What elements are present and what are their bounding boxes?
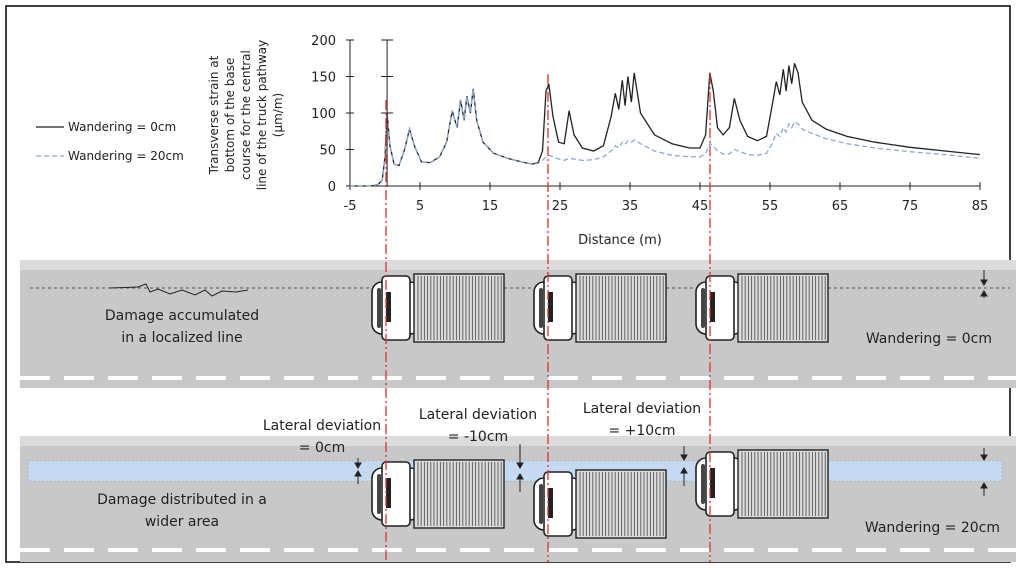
x-tick-label: 45 [692, 199, 709, 214]
x-tick-label: 25 [552, 199, 569, 214]
x-tick-label: 35 [622, 199, 639, 214]
truck-bottom-2 [533, 469, 667, 539]
x-axis-label: Distance (m) [578, 233, 662, 248]
x-tick-label: 85 [972, 199, 989, 214]
x-tick-label: 75 [902, 199, 919, 214]
y-tick-label: 50 [319, 144, 336, 159]
wandering-bottom-marker [980, 448, 988, 496]
deviation-2-line-1: Lateral deviation [419, 407, 537, 423]
y-axis-label: Transverse strain at bottom of the base … [207, 40, 285, 191]
deviation-2-marker [516, 444, 524, 492]
error-bar-cross [381, 39, 394, 186]
truck-bottom-3 [695, 449, 829, 519]
road-top-shoulder [20, 260, 1016, 270]
wandering-top-label: Wandering = 0cm [866, 331, 992, 347]
road-bottom-shoulder [20, 436, 1016, 446]
y-axis-label-line-3: course for the central [239, 50, 253, 180]
y-axis-label-line-2: bottom of the base [223, 58, 237, 173]
y-tick-label: 150 [311, 71, 336, 86]
damage-top-label-line-2: in a localized line [121, 330, 242, 346]
truck-bottom-1 [371, 459, 505, 529]
wandering-bottom-label: Wandering = 20cm [865, 520, 1000, 536]
road-top-lane [20, 270, 1016, 388]
deviation-1-marker [354, 458, 362, 484]
deviation-1-line-1: Lateral deviation [263, 418, 381, 434]
deviation-3-line-1: Lateral deviation [583, 401, 701, 417]
y-axis-label-line-1: Transverse strain at [207, 55, 221, 175]
truck-top-1 [371, 273, 505, 343]
x-tick-label: -5 [344, 199, 357, 214]
trailer-stripes [417, 276, 826, 536]
y-tick-label: 200 [311, 34, 336, 49]
x-tick-label: 15 [482, 199, 499, 214]
x-tick-label: 5 [416, 199, 424, 214]
damage-bottom-label-line-2: wider area [145, 514, 219, 530]
damage-trace-localized [109, 283, 249, 297]
deviation-2-line-2: = -10cm [448, 429, 508, 445]
damage-top-label-line-1: Damage accumulated [105, 308, 259, 324]
guide-lines [385, 74, 711, 562]
deviation-3-line-2: = +10cm [608, 423, 675, 439]
damage-bottom-label-line-1: Damage distributed in a [97, 492, 267, 508]
strain-chart: -5 5 15 25 35 45 55 65 75 85 0 50 100 150 200 Distanc… [36, 34, 988, 248]
y-tick-group: 0 50 100 150 200 [311, 34, 354, 195]
legend-label-wandering-20cm: Wandering = 20cm [68, 149, 184, 163]
road-top: Damage accumulated in a localized line W… [20, 260, 1016, 388]
deviation-1-line-2: = 0cm [299, 440, 345, 456]
y-tick-label: 0 [328, 180, 336, 195]
road-bottom: Damage distributed in a wider area Wande… [20, 401, 1016, 562]
series-line-wandering-20cm [350, 88, 981, 187]
series-line-wandering-0cm [350, 63, 981, 187]
y-axis-label-line-4: line of the truck pathway [255, 40, 269, 191]
x-tick-group: -5 5 15 25 35 45 55 65 75 85 [344, 182, 989, 214]
x-tick-label: 55 [762, 199, 779, 214]
truck-top-3 [695, 273, 829, 343]
damage-distribution-band [27, 460, 1003, 482]
deviation-3-marker [680, 446, 688, 486]
y-axis-label-line-5: (μm/m) [271, 93, 285, 137]
y-tick-label: 100 [311, 107, 336, 122]
legend-label-wandering-0cm: Wandering = 0cm [68, 120, 176, 134]
truck-top-2 [533, 273, 667, 343]
legend: Wandering = 0cm Wandering = 20cm [36, 120, 184, 163]
x-tick-label: 65 [832, 199, 849, 214]
wandering-top-marker [980, 270, 988, 298]
